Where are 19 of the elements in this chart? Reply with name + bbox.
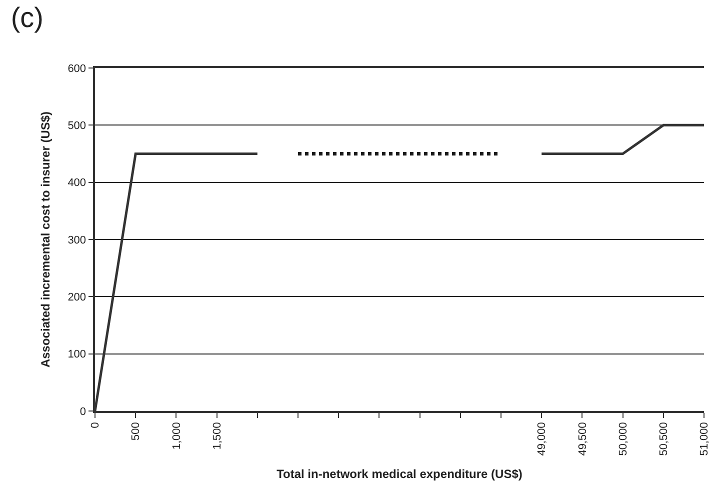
y-axis-title: Associated incremental cost to insurer (US$) [38,111,52,368]
x-tick-label: 51,000 [698,422,711,456]
x-tick-label: 1,500 [211,422,224,450]
x-tick-label: 1,000 [170,422,183,450]
x-tick-label: 50,000 [617,422,630,456]
y-tick-label: 500 [68,120,86,132]
y-tick-label: 600 [68,62,86,75]
x-tick-label: 0 [90,422,102,428]
y-tick-label: 100 [68,348,86,361]
y-tick-label: 400 [68,177,86,190]
x-tick-label: 49,500 [576,422,589,456]
y-tick-label: 0 [80,406,86,418]
x-tick-label: 50,500 [658,422,670,456]
x-tick-label: 49,000 [536,422,548,456]
y-tick-label: 200 [68,292,86,304]
x-tick-label: 500 [130,422,142,441]
y-tick-label: 300 [68,234,86,246]
chart-title: (c) [10,2,44,33]
x-axis-title: Total in-network medical expenditure (US$) [276,467,522,482]
